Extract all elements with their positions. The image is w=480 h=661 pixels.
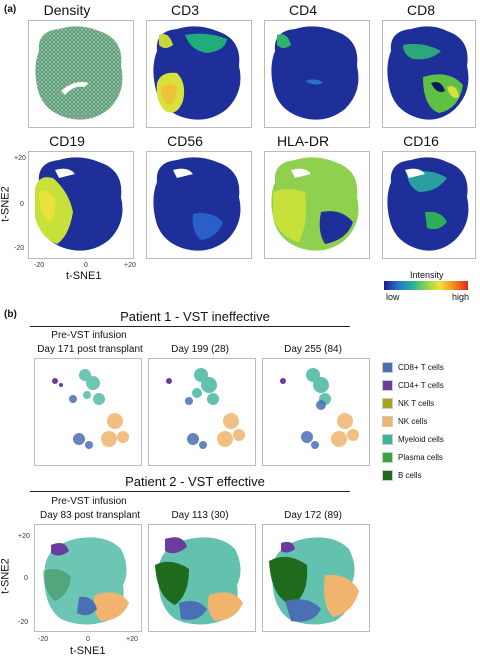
panel-a-y-tick: +20	[14, 155, 26, 162]
legend-item-cd8-t-cells: CD8+ T cells	[382, 358, 478, 376]
legend-item-nk-t-cells: NK T cells	[382, 394, 478, 412]
panel-b-y-axis-label: t-SNE2	[0, 558, 12, 594]
panel-a-x-tick: -20	[34, 262, 45, 269]
panel-b-y-tick: +20	[18, 533, 30, 540]
panel-b-y-tick: 0	[24, 575, 28, 582]
marker-title-cd3: CD3	[170, 2, 199, 18]
patient2-tsne-plot-mid	[148, 524, 256, 632]
patient2-time-label: Day 83 post transplant	[39, 510, 141, 521]
cell-type-legend: CD8+ T cells CD4+ T cells NK T cells NK …	[382, 358, 478, 484]
legend-swatch	[382, 469, 393, 481]
tsne-plot-cd8	[382, 20, 476, 128]
tsne-plot-cd4	[264, 20, 370, 128]
marker-title-density: Density	[43, 2, 91, 18]
patient1-time-label: Day 171 post transplant	[37, 344, 143, 355]
intensity-legend-title: Intensity	[410, 270, 444, 280]
panel-a-y-tick: -20	[14, 245, 25, 252]
panel-a-x-axis-label: t-SNE1	[66, 270, 102, 282]
tsne-plot-cd56	[146, 151, 252, 259]
panel-b-letter: (b)	[4, 309, 17, 320]
panel-b-y-tick: -20	[18, 619, 29, 626]
patient1-pre-label: Pre-VST infusion	[51, 330, 127, 341]
patient1-tsne-plot-pre	[34, 358, 142, 466]
panel-b-x-tick: 0	[86, 636, 90, 643]
legend-label: NK T cells	[398, 398, 435, 408]
panel-a-letter: (a)	[4, 4, 17, 15]
marker-title-cd8: CD8	[406, 2, 435, 18]
legend-swatch	[382, 397, 393, 409]
patient1-divider	[30, 326, 350, 327]
panel-b-x-tick: -20	[38, 636, 49, 643]
intensity-high-label: high	[452, 292, 470, 302]
legend-label: CD8+ T cells	[398, 362, 444, 372]
marker-title-cd4: CD4	[288, 2, 317, 18]
legend-item-plasma-cells: Plasma cells	[382, 448, 478, 466]
patient2-time-label: Day 172 (89)	[284, 510, 342, 521]
legend-item-nk-cells: NK cells	[382, 412, 478, 430]
patient2-divider	[30, 491, 350, 492]
patient2-time-label: Day 113 (30)	[171, 510, 229, 521]
patient2-title: Patient 2 - VST effective	[125, 474, 265, 489]
panel-a-x-tick: +20	[124, 262, 136, 269]
tsne-plot-cd3	[146, 20, 252, 128]
legend-swatch	[382, 451, 393, 463]
patient1-time-label: Day 255 (84)	[284, 344, 342, 355]
intensity-colorbar	[384, 281, 468, 290]
patient1-title: Patient 1 - VST ineffective	[120, 309, 270, 324]
tsne-plot-cd16	[382, 151, 476, 259]
legend-label: Myeloid cells	[398, 434, 444, 444]
legend-label: B cells	[398, 470, 422, 480]
panel-a-x-tick: 0	[84, 262, 88, 269]
legend-swatch	[382, 433, 393, 445]
legend-item-myeloid-cells: Myeloid cells	[382, 430, 478, 448]
patient2-pre-label: Pre-VST infusion	[51, 496, 127, 507]
panel-a-y-axis-label: t-SNE2	[0, 186, 12, 222]
legend-label: Plasma cells	[398, 452, 443, 462]
legend-swatch	[382, 379, 393, 391]
legend-swatch	[382, 415, 393, 427]
intensity-low-label: low	[386, 292, 400, 302]
patient1-tsne-plot-mid	[148, 358, 256, 466]
legend-label: CD4+ T cells	[398, 380, 444, 390]
marker-title-cd16: CD16	[403, 133, 439, 149]
marker-title-cd56: CD56	[167, 133, 203, 149]
patient2-tsne-plot-late	[262, 524, 370, 632]
panel-b-x-axis-label: t-SNE1	[70, 645, 106, 657]
patient1-time-label: Day 199 (28)	[171, 344, 229, 355]
marker-title-hla-dr: HLA-DR	[276, 133, 330, 149]
panel-a-y-tick: 0	[20, 201, 24, 208]
legend-swatch	[382, 361, 393, 373]
tsne-plot-density	[28, 20, 134, 128]
patient1-tsne-plot-late	[262, 358, 370, 466]
legend-item-cd4-t-cells: CD4+ T cells	[382, 376, 478, 394]
patient2-tsne-plot-pre	[34, 524, 142, 632]
legend-item-b-cells: B cells	[382, 466, 478, 484]
panel-b-x-tick: +20	[126, 636, 138, 643]
marker-title-cd19: CD19	[49, 133, 85, 149]
tsne-plot-hla-dr	[264, 151, 370, 259]
legend-label: NK cells	[398, 416, 428, 426]
tsne-plot-cd19	[28, 151, 134, 259]
